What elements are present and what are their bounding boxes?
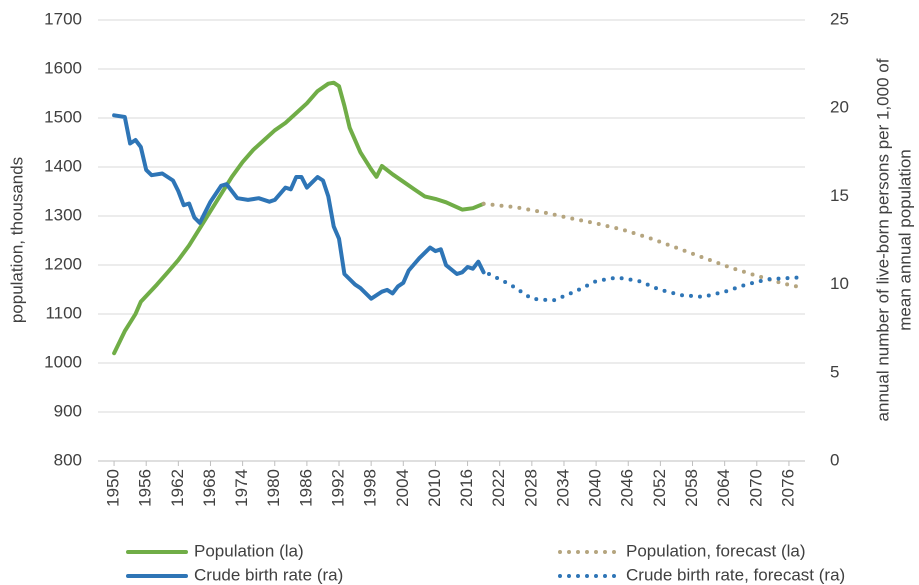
y2-axis-title: annual number of live-born persons per 1… (873, 58, 892, 421)
y2-tick-label: 0 (830, 450, 839, 469)
series-line (112, 113, 486, 301)
x-tick-label: 2070 (746, 469, 765, 507)
x-tick-label: 2040 (586, 469, 605, 507)
y-tick-label: 1200 (44, 254, 82, 273)
x-tick-label: 2064 (714, 469, 733, 507)
y-tick-label: 1300 (44, 205, 82, 224)
y2-tick-label: 15 (830, 186, 849, 205)
x-tick-label: 1962 (168, 469, 187, 507)
y-tick-label: 1700 (44, 9, 82, 28)
x-tick-label: 1974 (232, 469, 251, 507)
x-tick-label: 1968 (200, 469, 219, 507)
y2-tick-label: 10 (830, 274, 849, 293)
x-tick-label: 1950 (104, 469, 123, 507)
x-tick-label: 2016 (457, 469, 476, 507)
x-tick-label: 2058 (682, 469, 701, 507)
x-tick-label: 1980 (264, 469, 283, 507)
x-tick-label: 2034 (553, 469, 572, 507)
y2-tick-label: 20 (830, 98, 849, 117)
legend-label: Crude birth rate (ra) (194, 565, 343, 584)
legend-label: Population (la) (194, 541, 304, 560)
x-tick-label: 1956 (136, 469, 155, 507)
x-tick-label: 2076 (778, 469, 797, 507)
x-tick-label: 1992 (329, 469, 348, 507)
x-tick-label: 2046 (618, 469, 637, 507)
y-tick-label: 1600 (44, 58, 82, 77)
x-tick-label: 1986 (296, 469, 315, 507)
x-tick-label: 2022 (489, 469, 508, 507)
x-tick-label: 2010 (425, 469, 444, 507)
x-tick-label: 2028 (521, 469, 540, 507)
y2-axis-title: mean annual population (895, 149, 914, 330)
series-line (112, 80, 486, 356)
y-axis-title: population, thousands (7, 157, 26, 323)
y-tick-label: 1500 (44, 107, 82, 126)
y-tick-label: 1400 (44, 156, 82, 175)
y2-tick-label: 5 (830, 362, 839, 381)
x-tick-label: 1998 (361, 469, 380, 507)
y-tick-label: 1000 (44, 352, 82, 371)
legend-label: Crude birth rate, forecast (ra) (626, 565, 845, 584)
series-line (481, 201, 802, 290)
y-tick-label: 900 (54, 401, 82, 420)
legend-label: Population, forecast (la) (626, 541, 806, 560)
series-line (487, 272, 802, 303)
x-tick-label: 2004 (393, 469, 412, 507)
y2-tick-label: 25 (830, 9, 849, 28)
y-tick-label: 1100 (45, 303, 82, 322)
y-tick-label: 800 (54, 450, 82, 469)
x-tick-label: 2052 (650, 469, 669, 507)
